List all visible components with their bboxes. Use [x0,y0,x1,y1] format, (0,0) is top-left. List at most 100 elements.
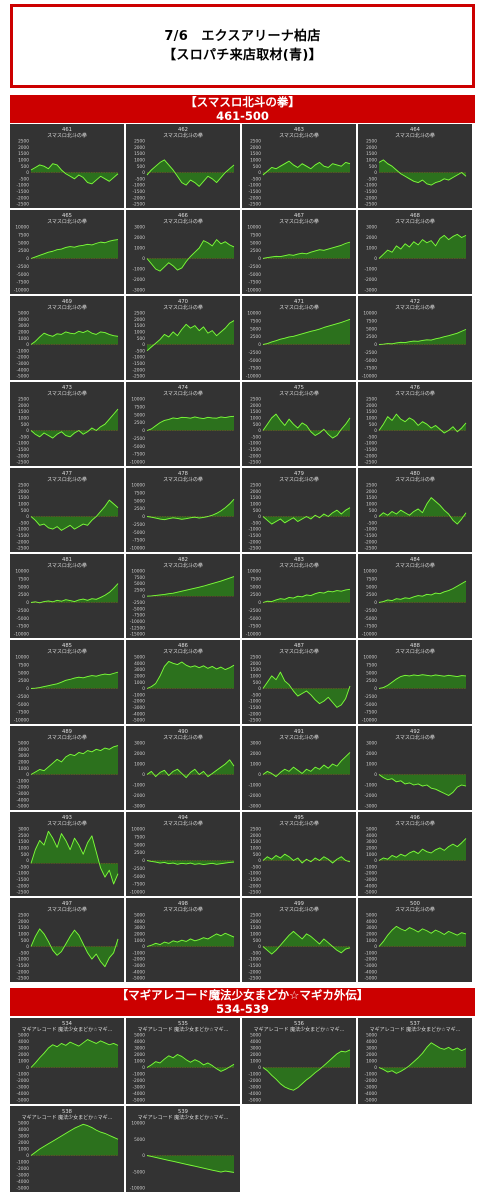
y-tick-label: 2500 [366,397,377,403]
y-tick-label: -1000 [17,1072,30,1078]
y-tick-label: -5000 [17,702,30,708]
y-tick-label: -2500 [17,694,30,700]
y-tick-label: 1500 [134,151,145,157]
y-tick-label: 0 [142,772,145,778]
y-tick-label: 4000 [18,1127,29,1133]
chart-title: 499 [294,901,304,907]
y-tick-label: 2000 [366,235,377,241]
series-line [378,838,467,861]
y-tick-label: 0 [142,428,145,434]
y-tick-label: 1500 [366,151,377,157]
y-tick-label: -2500 [133,202,146,208]
y-tick-label: -2000 [17,969,30,975]
y-tick-label: -1000 [365,527,378,533]
chart-title: 496 [410,815,420,821]
y-tick-label: -1500 [249,705,262,711]
series-line [262,671,351,708]
chart-subtitle: マギアレコード 魔法少女まどか☆マギ... [138,1114,229,1121]
y-tick-label: 7500 [250,576,261,582]
y-tick-label: -7500 [249,366,262,372]
y-tick-label: 2500 [18,678,29,684]
series-line [30,239,119,259]
y-tick-label: 0 [374,514,377,520]
y-tick-label: -3000 [17,1173,30,1179]
y-tick-label: 2000 [18,760,29,766]
y-tick-label: 5000 [18,311,29,317]
y-tick-label: 1000 [250,502,261,508]
y-tick-label: 500 [369,422,377,428]
chart-title: 480 [410,471,420,477]
y-tick-label: 7500 [134,575,145,581]
chart-title: 537 [410,1021,420,1027]
chart-subtitle: マギアレコード 魔法少女まどか☆マギ... [370,1026,461,1033]
y-tick-label: 0 [374,256,377,262]
series-line [262,241,351,259]
chart-title: 463 [294,127,304,133]
y-tick-label: 0 [26,342,29,348]
y-tick-label: -2000 [365,453,378,459]
series-line [378,159,467,186]
y-tick-label: 2000 [134,145,145,151]
y-tick-label: 1000 [366,158,377,164]
y-tick-label: -1000 [17,957,30,963]
y-tick-label: -500 [251,176,261,182]
y-tick-label: 2500 [250,334,261,340]
series-line [378,233,467,259]
y-tick-label: -7500 [249,280,262,286]
y-tick-label: -7500 [17,624,30,630]
y-tick-label: 0 [142,514,145,520]
y-tick-label: 2500 [250,248,261,254]
y-tick-label: -2000 [365,793,378,799]
series-line [30,1039,119,1068]
area-fill [31,409,118,439]
y-tick-label: -2000 [249,793,262,799]
y-tick-label: 2500 [134,420,145,426]
y-tick-label: -2000 [133,367,146,373]
y-tick-label: 0 [142,342,145,348]
series-line [30,830,119,885]
y-tick-label: 5000 [134,913,145,919]
y-tick-label: 5000 [134,581,145,587]
y-tick-label: 500 [21,938,29,944]
y-tick-label: -1000 [133,355,146,361]
y-tick-label: -7500 [365,624,378,630]
y-tick-label: -1500 [365,533,378,539]
y-tick-label: 5000 [134,412,145,418]
y-tick-label: 500 [253,164,261,170]
chart-subtitle: スマスロ北斗の拳 [395,304,435,311]
y-tick-label: 2000 [18,489,29,495]
y-tick-label: 2000 [366,932,377,938]
y-tick-label: -3000 [17,791,30,797]
y-tick-label: -1500 [249,447,262,453]
chart-subtitle: スマスロ北斗の拳 [47,906,87,913]
y-tick-label: 1000 [134,158,145,164]
y-tick-label: 1500 [250,667,261,673]
y-tick-label: 2500 [250,913,261,919]
y-tick-label: -2500 [365,202,378,208]
area-fill [379,329,466,345]
chart-subtitle: スマスロ北斗の拳 [395,734,435,741]
y-tick-label: 2000 [366,403,377,409]
y-tick-label: 1000 [18,502,29,508]
y-tick-label: 7500 [18,576,29,582]
chart-title: 534 [62,1021,73,1027]
y-tick-label: 2000 [18,403,29,409]
y-tick-label: -2500 [249,460,262,466]
y-tick-label: -1500 [17,877,30,883]
y-tick-label: -500 [19,950,29,956]
series-line [30,330,119,345]
y-tick-label: 5000 [134,1033,145,1039]
y-tick-label: -2000 [17,453,30,459]
y-tick-label: 0 [374,944,377,950]
y-tick-label: 1000 [18,766,29,772]
series-line [146,1054,235,1072]
chart-title: 539 [178,1109,188,1115]
y-tick-label: 10000 [131,569,145,575]
y-tick-label: -1000 [17,183,30,189]
series-line [30,408,119,439]
